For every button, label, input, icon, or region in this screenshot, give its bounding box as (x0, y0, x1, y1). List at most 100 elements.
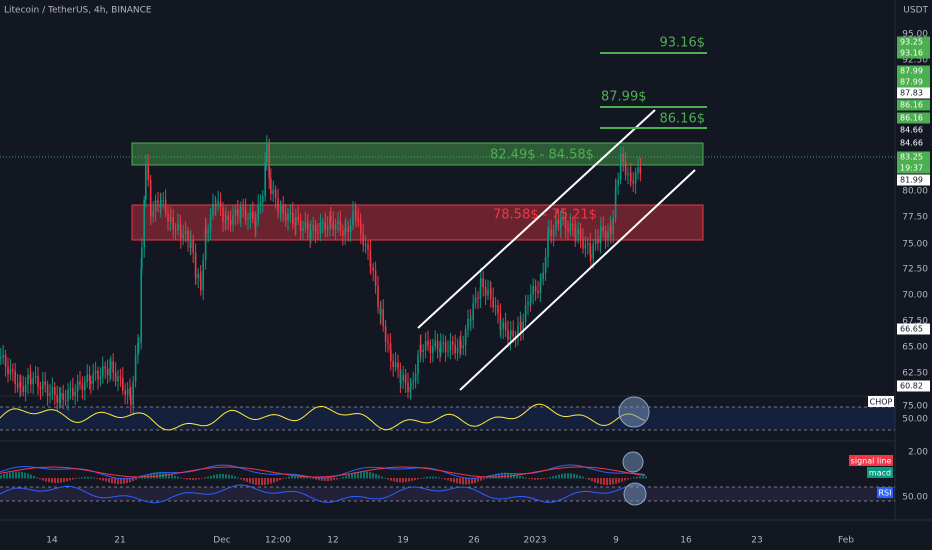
candle-body (500, 328, 502, 331)
candle-body (112, 361, 114, 373)
candle-body (380, 309, 382, 315)
candle-body (295, 216, 297, 226)
candle-body (367, 244, 369, 250)
candle-body (527, 301, 529, 306)
macd-histogram (561, 473, 563, 479)
macd-histogram (435, 476, 437, 479)
candle-body (404, 374, 407, 383)
candle-body (347, 227, 349, 233)
macd-histogram (531, 478, 533, 480)
candle-body (392, 360, 394, 368)
macd-histogram (240, 478, 242, 480)
macd-histogram (315, 478, 317, 480)
candle-body (0, 357, 2, 359)
candle-body (252, 212, 254, 219)
candle-body (329, 216, 331, 226)
macd-histogram (60, 478, 62, 483)
price-tag (897, 112, 930, 124)
candle-body (522, 321, 524, 331)
candle-body (257, 204, 259, 222)
candle-body (402, 374, 404, 381)
candle-body (444, 342, 447, 352)
time-axis-label: 23 (751, 536, 762, 546)
candle-body (72, 388, 74, 396)
macd-histogram (456, 478, 458, 484)
candle-body (217, 201, 219, 206)
chop-line (0, 403, 646, 431)
macd-histogram (255, 478, 257, 485)
candle-body (242, 207, 244, 209)
candle-body (422, 349, 424, 353)
macd-histogram (621, 478, 623, 482)
candle-body (427, 341, 429, 346)
candle-body (184, 230, 187, 235)
macd-histogram (312, 478, 314, 479)
macd-histogram (120, 478, 122, 485)
candle-body (330, 216, 332, 221)
candle-body (597, 238, 599, 244)
candle-body (58, 396, 61, 403)
candle-body (362, 233, 364, 246)
macd-histogram (48, 478, 50, 483)
candle-body (342, 230, 344, 236)
macd-histogram (603, 478, 605, 485)
candle-body (390, 350, 392, 361)
rsi-line (0, 484, 646, 504)
macd-histogram (597, 478, 599, 484)
candle-body (194, 252, 197, 277)
candle-body (594, 238, 597, 245)
rsi-band (0, 487, 895, 501)
candle-body (174, 229, 177, 231)
macd-histogram (345, 475, 347, 479)
macd-histogram (117, 478, 119, 485)
candle-body (76, 381, 79, 392)
candle-body (507, 330, 509, 340)
candle-body (262, 196, 264, 203)
macd-histogram (264, 478, 266, 485)
candle-body (310, 230, 312, 238)
chop-axis-label: 75.00 (902, 402, 928, 412)
macd-histogram (231, 475, 233, 479)
candle-body (604, 230, 607, 239)
macd-histogram (90, 477, 92, 479)
macd-histogram (204, 477, 206, 479)
candle-body (544, 257, 547, 273)
candle-body (534, 286, 537, 292)
chop-label: CHOP (870, 398, 893, 407)
candle-body (274, 189, 277, 199)
price-axis-label: 95.00 (902, 30, 928, 40)
candle-body (130, 394, 132, 405)
candle-body (287, 213, 289, 221)
candle-body (69, 388, 72, 390)
macd-histogram (300, 475, 302, 479)
price-tag (897, 87, 930, 99)
time-axis-label: 2023 (524, 536, 547, 546)
macd-histogram (267, 478, 269, 485)
candle-body (97, 370, 99, 380)
macd-histogram (645, 476, 647, 479)
candle-body (494, 305, 497, 308)
candle-body (268, 143, 270, 179)
macd-histogram (486, 477, 488, 479)
signal-tag (849, 455, 893, 466)
price-tag (897, 47, 930, 59)
price-tag-label: 87.83 (900, 89, 923, 98)
target-label: 87.99$ (601, 90, 647, 105)
candle-body (482, 278, 484, 287)
macd-histogram (75, 478, 77, 479)
macd-histogram (276, 478, 278, 482)
macd-histogram (174, 475, 176, 479)
price-axis-label: 80.00 (902, 187, 928, 197)
candle-body (207, 230, 209, 233)
macd-histogram (348, 474, 350, 479)
candle-body (143, 199, 145, 248)
candle-body (106, 368, 109, 376)
macd-histogram (462, 478, 464, 485)
candle-body (299, 220, 302, 231)
candles (0, 135, 642, 416)
resistance-zone (131, 142, 704, 166)
macd-axis-label: 2.00 (908, 448, 928, 458)
macd-histogram (354, 472, 356, 479)
macd-histogram (153, 472, 155, 479)
macd-histogram (111, 478, 113, 484)
